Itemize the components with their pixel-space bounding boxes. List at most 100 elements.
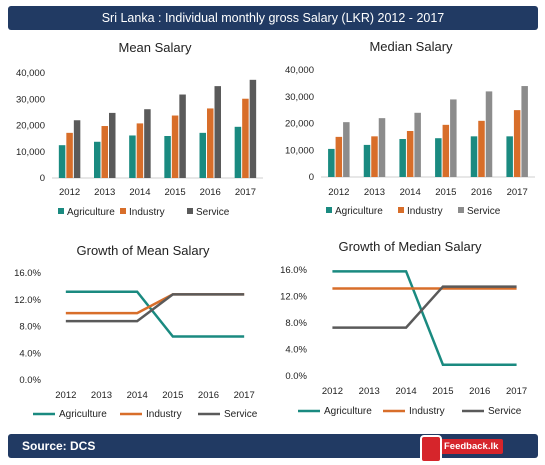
mean-xtick-label: 2012 (59, 187, 80, 198)
mean-ytick-label: 30,000 (16, 94, 45, 105)
median-ytick-label: 0 (309, 172, 314, 183)
mean-bar-service (249, 79, 257, 178)
median-legend-label: Service (467, 206, 501, 217)
mean-growth-line-agriculture (65, 290, 245, 338)
median-growth-xtick-label: 2013 (359, 386, 380, 397)
mean-growth-xtick-label: 2015 (162, 390, 183, 401)
logo-text: Feedback.lk (444, 441, 499, 452)
mean-bar-industry (207, 108, 214, 178)
median-bar-industry (442, 124, 450, 177)
hand-icon (420, 435, 442, 463)
median-bar-service (521, 86, 528, 177)
mean-title: Mean Salary (119, 40, 192, 55)
median-bar-service (450, 99, 457, 177)
median-bar-industry (371, 136, 378, 177)
median-bar-agriculture (470, 136, 478, 177)
median-growth-title: Growth of Median Salary (338, 239, 482, 254)
mean-bar-agriculture (94, 141, 101, 178)
mean-growth-xtick-label: 2012 (55, 390, 76, 401)
banner-title: Sri Lanka : Individual monthly gross Sal… (101, 11, 445, 25)
median-growth-line-agriculture (332, 270, 517, 366)
median-xtick-label: 2014 (400, 187, 421, 198)
median-growth-xtick-label: 2015 (432, 386, 453, 397)
median-growth-legend-label: Service (488, 406, 522, 417)
mean-bar-service (214, 86, 221, 178)
median-growth-xtick-label: 2016 (469, 386, 490, 397)
median-bar-agriculture (435, 138, 442, 177)
mean-xtick-label: 2014 (129, 187, 150, 198)
median-bar-agriculture (399, 139, 406, 177)
mean-legend-label: Industry (129, 207, 165, 218)
mean-growth-ytick-label: 0.0% (19, 375, 41, 386)
median-bar-agriculture (363, 144, 371, 177)
median-growth-ytick-label: 0.0% (285, 371, 307, 382)
mean-legend-marker (120, 208, 126, 214)
mean-legend-marker (58, 208, 64, 214)
mean-ytick-label: 10,000 (16, 147, 45, 158)
median-bar-industry (513, 110, 521, 177)
mean-bar-industry (101, 126, 108, 178)
mean-ytick-label: 40,000 (16, 68, 45, 79)
median-growth-xtick-label: 2017 (506, 386, 527, 397)
median-growth-xtick-label: 2012 (322, 386, 343, 397)
mean-legend-marker (187, 208, 193, 214)
mean-growth-xtick-label: 2017 (234, 390, 255, 401)
mean-ytick-label: 20,000 (16, 121, 45, 132)
median-ytick-label: 20,000 (285, 119, 314, 130)
median-xtick-label: 2015 (435, 187, 456, 198)
median-xtick-label: 2017 (507, 187, 528, 198)
mean-growth-legend-label: Agriculture (59, 409, 107, 420)
median-bar-service (343, 122, 350, 177)
mean-growth-legend-label: Industry (146, 409, 182, 420)
mean-bar-service (144, 109, 151, 178)
median-bar-service (378, 118, 386, 177)
mean-growth-ytick-label: 16.0% (14, 268, 41, 279)
source-label: Source: DCS (22, 439, 96, 453)
chart-banner: Sri Lanka : Individual monthly gross Sal… (8, 6, 538, 30)
median-ytick-label: 40,000 (285, 65, 314, 76)
median-legend-marker (326, 207, 332, 213)
median-ytick-label: 10,000 (285, 145, 314, 156)
median-bar-industry (335, 136, 343, 177)
mean-growth-ytick-label: 8.0% (19, 322, 41, 333)
median-bar-agriculture (506, 136, 513, 177)
mean-bar-agriculture (234, 126, 242, 178)
mean-bar-agriculture (58, 145, 66, 178)
mean-bar-agriculture (129, 135, 136, 178)
mean-xtick-label: 2017 (235, 187, 256, 198)
mean-growth-ytick-label: 4.0% (19, 348, 41, 359)
mean-bar-service (179, 94, 186, 178)
median-growth-ytick-label: 16.0% (280, 265, 307, 276)
median-xtick-label: 2012 (328, 187, 349, 198)
mean-growth-xtick-label: 2014 (127, 390, 148, 401)
median-growth-xtick-label: 2014 (396, 386, 417, 397)
median-growth-ytick-label: 8.0% (285, 318, 307, 329)
mean-xtick-label: 2016 (200, 187, 221, 198)
mean-bar-service (73, 120, 81, 178)
mean-growth-legend-label: Service (224, 409, 258, 420)
median-xtick-label: 2016 (471, 187, 492, 198)
mean-legend-label: Agriculture (67, 207, 115, 218)
median-growth-ytick-label: 12.0% (280, 292, 307, 303)
mean-bar-agriculture (164, 136, 171, 178)
mean-bar-service (109, 112, 116, 178)
logo-badge: Feedback.lk (420, 435, 504, 463)
median-ytick-label: 30,000 (285, 92, 314, 103)
mean-bar-industry (242, 98, 249, 178)
mean-xtick-label: 2015 (165, 187, 186, 198)
mean-growth-xtick-label: 2013 (91, 390, 112, 401)
median-legend-marker (458, 207, 464, 213)
median-legend-label: Industry (407, 206, 443, 217)
median-bar-industry (478, 120, 485, 177)
median-growth-line-service (332, 285, 517, 329)
median-growth-legend-label: Industry (409, 406, 445, 417)
feedback-logo: Feedback.lk (420, 435, 532, 463)
mean-growth-xtick-label: 2016 (198, 390, 219, 401)
mean-bar-agriculture (199, 132, 206, 178)
median-legend-label: Agriculture (335, 206, 383, 217)
median-bar-service (414, 112, 421, 177)
median-legend-marker (398, 207, 404, 213)
median-growth-legend-label: Agriculture (324, 406, 372, 417)
mean-bar-industry (136, 123, 144, 178)
